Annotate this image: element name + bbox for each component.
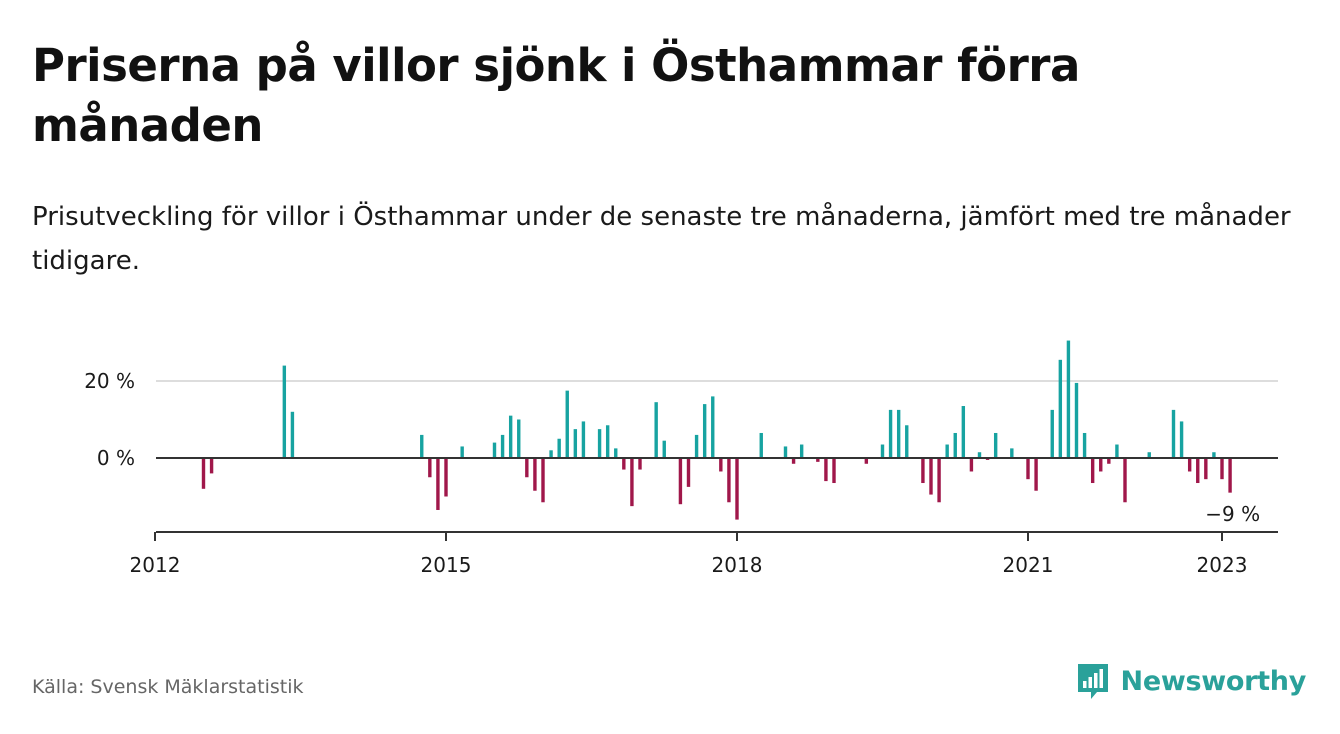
newsworthy-logo-icon <box>1077 664 1108 699</box>
bar <box>282 365 287 458</box>
bar <box>1228 458 1232 493</box>
bar <box>711 396 715 458</box>
bar <box>1220 458 1224 480</box>
bar-series <box>201 340 1232 520</box>
bar <box>460 446 464 458</box>
bar <box>880 444 885 458</box>
bar <box>888 409 893 459</box>
bar <box>993 432 998 458</box>
bar <box>961 406 966 458</box>
bar <box>500 434 505 458</box>
bar <box>638 458 642 470</box>
bar <box>1034 458 1038 491</box>
bar <box>977 452 982 458</box>
bar <box>937 458 941 503</box>
bar <box>444 458 448 497</box>
bar <box>436 458 440 510</box>
bar <box>581 421 586 458</box>
bar <box>290 411 295 458</box>
bar <box>1115 444 1119 458</box>
bar <box>896 409 901 459</box>
bar <box>1074 382 1079 458</box>
bar <box>702 404 707 458</box>
bar <box>1196 458 1200 484</box>
bar <box>694 434 699 458</box>
bar <box>508 415 513 458</box>
bar <box>799 444 804 458</box>
x-tick-label: 2012 <box>130 553 181 577</box>
bar <box>921 458 925 484</box>
source-credit: Källa: Svensk Mäklarstatistik <box>32 676 304 698</box>
bar <box>1066 340 1071 458</box>
bar <box>759 432 763 458</box>
bar <box>1050 409 1054 459</box>
bar <box>1171 409 1176 459</box>
bar <box>678 458 683 505</box>
bar <box>1147 452 1151 458</box>
bar <box>791 458 796 464</box>
bar <box>549 450 553 458</box>
bar <box>735 458 739 520</box>
bar <box>727 458 731 503</box>
bar <box>1179 421 1184 458</box>
bar <box>929 458 933 495</box>
bar <box>1123 458 1127 503</box>
bar <box>783 446 788 458</box>
bar <box>420 434 424 458</box>
tick-labels: 0 % 20 % 2012 2015 2018 2021 2023 −9 % <box>84 369 1260 577</box>
chart-subtitle: Prisutveckling för villor i Östhammar un… <box>32 202 1291 276</box>
bar <box>1099 458 1103 472</box>
bar <box>719 458 723 472</box>
bar <box>969 458 974 472</box>
bar <box>428 458 432 478</box>
bar <box>541 458 545 503</box>
bar <box>654 402 658 458</box>
bar <box>557 438 561 458</box>
y-tick-label: 20 % <box>84 369 135 393</box>
bar <box>605 425 610 458</box>
bar <box>622 458 626 470</box>
y-tick-label: 0 % <box>97 446 135 470</box>
bar <box>630 458 634 507</box>
bar <box>1212 452 1216 458</box>
bar <box>1090 458 1095 484</box>
bar <box>209 458 214 474</box>
brand-name: Newsworthy <box>1120 665 1307 697</box>
bar <box>533 458 537 491</box>
bar <box>201 458 206 489</box>
x-tick-label: 2021 <box>1003 553 1054 577</box>
bar <box>945 444 949 458</box>
bar <box>1204 458 1208 480</box>
x-tick-label: 2015 <box>421 553 472 577</box>
bar <box>1107 458 1111 464</box>
bar <box>662 440 666 458</box>
chart-title: Priserna på villor sjönk i Östhammar för… <box>32 39 1080 152</box>
bar <box>573 429 578 459</box>
bar <box>824 458 828 482</box>
x-tick-label: 2023 <box>1197 553 1248 577</box>
bar <box>1026 458 1030 480</box>
bar <box>832 458 836 484</box>
bar <box>1082 432 1087 458</box>
bar <box>517 419 521 458</box>
bar <box>565 390 569 459</box>
bar <box>1058 359 1063 458</box>
bar <box>953 432 957 458</box>
chart-axes <box>154 457 1278 541</box>
bar <box>816 458 820 462</box>
x-tick-label: 2018 <box>712 553 763 577</box>
bar <box>1187 458 1192 472</box>
bar <box>525 458 529 478</box>
bar <box>597 429 602 459</box>
bar <box>686 458 691 487</box>
bar <box>614 448 618 459</box>
last-value-label: −9 % <box>1205 502 1260 526</box>
bar <box>492 442 497 458</box>
bar <box>864 458 869 464</box>
bar <box>1010 448 1014 459</box>
bar <box>905 425 909 458</box>
brand-logo: Newsworthy <box>1075 660 1306 702</box>
